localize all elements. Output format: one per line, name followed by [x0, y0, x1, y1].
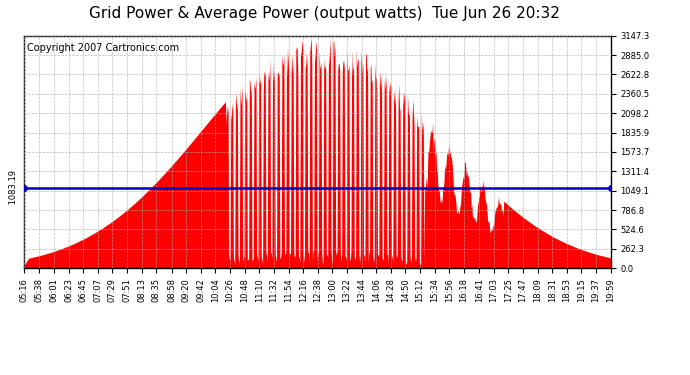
Text: Grid Power & Average Power (output watts)  Tue Jun 26 20:32: Grid Power & Average Power (output watts… — [89, 6, 560, 21]
Text: Copyright 2007 Cartronics.com: Copyright 2007 Cartronics.com — [27, 43, 179, 52]
Text: 1083.19: 1083.19 — [9, 170, 19, 207]
